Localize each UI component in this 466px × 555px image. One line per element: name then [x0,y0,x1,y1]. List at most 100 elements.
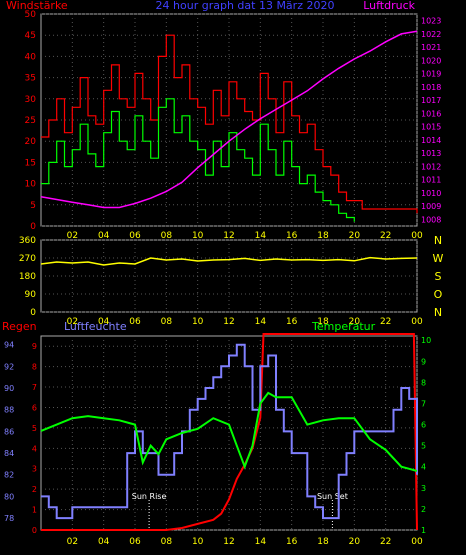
y-right-tick-label: 1016 [421,109,441,118]
sun-annotations: Sun Rise Sun Set [132,492,348,530]
y-right-tick-label: 1008 [421,215,441,224]
y-left-tick-label: 30 [25,95,37,105]
direction-label: O [434,288,443,301]
y-temperature-tick-label: 2 [421,505,426,514]
y-humidity-tick-label: 84 [4,449,14,458]
temperatur-label: Temperatur [311,320,376,333]
x-tick-label: 22 [380,231,391,241]
x-tick-label: 06 [129,317,141,327]
humidity-line [41,343,418,520]
wind-average-line [41,98,355,222]
x-tick-label: 08 [161,537,173,547]
y-humidity-tick-label: 80 [4,492,14,501]
wind-direction-line [40,256,418,266]
x-tick-label: 04 [98,231,110,241]
y-rain-tick-label: 7 [32,383,37,392]
y-right-tick-label: 1018 [421,83,441,92]
y-right-tick-label: 1014 [421,136,441,145]
x-tick-label: 00 [411,231,423,241]
direction-label: S [435,270,442,283]
luftdruck-label: Luftdruck [363,0,415,12]
wind-gust-line [41,34,418,214]
x-tick-label: 18 [317,317,329,327]
x-tick-label: 14 [255,231,267,241]
y-tick-label: 180 [19,272,36,282]
y-rain-tick-label: 1 [32,506,37,515]
x-tick-label: 18 [317,537,329,547]
x-tick-label: 10 [192,231,204,241]
x-tick-label: 08 [161,317,173,327]
wind-series [40,30,418,222]
y-rain-tick-label: 0 [32,526,37,535]
x-tick-label: 22 [380,537,391,547]
y-temperature-tick-label: 9 [421,357,426,366]
rain-ticks: 0123456789788082848688909294123456789100… [4,336,431,547]
x-tick-label: 12 [223,231,234,241]
y-humidity-tick-label: 94 [4,341,14,350]
x-tick-label: 16 [286,231,298,241]
y-right-tick-label: 1013 [421,149,441,158]
x-tick-label: 04 [98,537,110,547]
y-right-tick-label: 1020 [421,56,441,65]
y-left-tick-label: 50 [25,10,37,20]
pressure-line [40,30,418,209]
luftfeuchte-label: Luftfeuchte [64,320,127,333]
x-tick-label: 04 [98,317,110,327]
y-rain-tick-label: 8 [32,363,37,372]
y-left-tick-label: 35 [25,74,36,84]
windstaerke-label: Windstärke [6,0,68,12]
temperature-line [40,391,418,472]
x-tick-label: 22 [380,317,391,327]
y-right-tick-label: 1017 [421,96,441,105]
y-temperature-tick-label: 3 [421,484,426,493]
y-humidity-tick-label: 92 [4,362,14,371]
y-left-tick-label: 40 [25,52,37,62]
x-tick-label: 16 [286,317,298,327]
x-tick-label: 18 [317,231,329,241]
x-tick-label: 06 [129,231,141,241]
x-tick-label: 10 [192,317,204,327]
y-right-tick-label: 1012 [421,162,441,171]
direction-label: N [434,306,442,319]
y-tick-label: 90 [25,290,37,300]
y-right-tick-label: 1010 [421,189,441,198]
y-right-tick-label: 1021 [421,43,441,52]
direction-series [40,256,418,266]
y-rain-tick-label: 4 [32,444,37,453]
y-tick-label: 0 [30,308,36,318]
y-right-tick-label: 1011 [421,176,441,185]
x-tick-label: 02 [67,317,78,327]
y-left-tick-label: 0 [30,222,36,232]
y-temperature-tick-label: 4 [421,463,426,472]
x-tick-label: 10 [192,537,204,547]
y-right-tick-label: 1022 [421,30,441,39]
x-tick-label: 12 [223,537,234,547]
y-temperature-tick-label: 10 [421,336,431,345]
direction-label: W [433,252,444,265]
y-temperature-tick-label: 6 [421,421,426,430]
chart-title: 24 hour graph dat 13 März 2020 [156,0,335,12]
x-tick-label: 20 [349,231,361,241]
y-temperature-tick-label: 5 [421,442,426,451]
x-tick-label: 16 [286,537,298,547]
y-right-tick-label: 1019 [421,70,441,79]
y-left-tick-label: 5 [30,201,36,211]
y-rain-tick-label: 3 [32,465,37,474]
rain-series [40,333,418,531]
y-tick-label: 360 [19,236,36,246]
regen-label: Regen [2,320,37,333]
x-tick-label: 14 [255,317,267,327]
y-rain-tick-label: 2 [32,485,37,494]
y-temperature-tick-label: 7 [421,399,426,408]
y-rain-tick-label: 5 [32,424,37,433]
y-temperature-tick-label: 1 [421,526,426,535]
x-tick-label: 00 [411,537,423,547]
sun-marker-label: Sun Set [317,492,348,501]
y-left-tick-label: 20 [25,137,37,147]
y-rain-tick-label: 6 [32,403,37,412]
y-humidity-tick-label: 90 [4,384,14,393]
